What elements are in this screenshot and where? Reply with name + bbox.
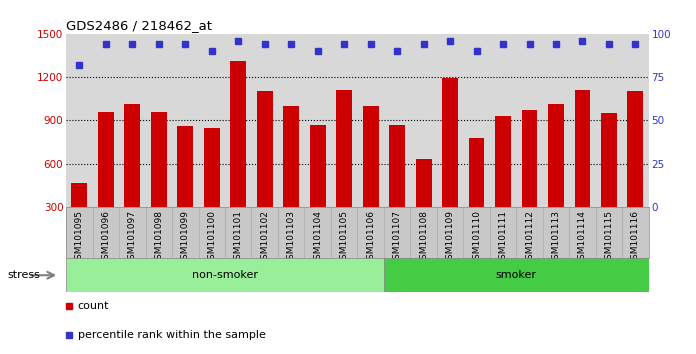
- Text: GSM101096: GSM101096: [102, 210, 111, 265]
- Bar: [416, 159, 432, 251]
- Text: non-smoker: non-smoker: [192, 270, 258, 280]
- Bar: [151, 112, 167, 251]
- Text: GSM101104: GSM101104: [313, 210, 322, 264]
- Text: GSM101102: GSM101102: [260, 210, 269, 264]
- Bar: [628, 91, 643, 251]
- Bar: [66, 258, 384, 292]
- Bar: [177, 126, 193, 251]
- Text: GSM101112: GSM101112: [525, 210, 534, 264]
- Bar: [521, 110, 537, 251]
- Bar: [574, 90, 590, 251]
- Bar: [257, 91, 273, 251]
- Bar: [204, 127, 220, 251]
- Text: GSM101115: GSM101115: [604, 210, 613, 265]
- Text: GSM101113: GSM101113: [551, 210, 560, 265]
- Text: GSM101103: GSM101103: [287, 210, 296, 265]
- Text: count: count: [78, 301, 109, 311]
- Bar: [363, 106, 379, 251]
- Text: GSM101107: GSM101107: [393, 210, 402, 265]
- Bar: [72, 183, 87, 251]
- Bar: [601, 113, 617, 251]
- Bar: [442, 79, 458, 251]
- Text: GSM101114: GSM101114: [578, 210, 587, 264]
- Text: GSM101108: GSM101108: [419, 210, 428, 265]
- Text: smoker: smoker: [496, 270, 537, 280]
- Text: GSM101097: GSM101097: [128, 210, 137, 265]
- Text: GSM101106: GSM101106: [366, 210, 375, 265]
- Bar: [495, 116, 511, 251]
- Bar: [468, 138, 484, 251]
- Bar: [389, 125, 405, 251]
- Text: GSM101095: GSM101095: [75, 210, 84, 265]
- Text: GSM101109: GSM101109: [445, 210, 454, 265]
- Text: GDS2486 / 218462_at: GDS2486 / 218462_at: [66, 19, 212, 33]
- Text: GSM101101: GSM101101: [234, 210, 243, 265]
- Bar: [230, 61, 246, 251]
- Text: GSM101099: GSM101099: [181, 210, 190, 265]
- Text: GSM101116: GSM101116: [631, 210, 640, 265]
- Text: GSM101098: GSM101098: [155, 210, 164, 265]
- Bar: [384, 258, 649, 292]
- Text: GSM101110: GSM101110: [472, 210, 481, 265]
- Bar: [548, 104, 564, 251]
- Bar: [98, 112, 113, 251]
- Bar: [283, 106, 299, 251]
- Bar: [125, 104, 141, 251]
- Text: stress: stress: [7, 270, 40, 280]
- Text: GSM101111: GSM101111: [498, 210, 507, 265]
- Text: GSM101105: GSM101105: [340, 210, 349, 265]
- Bar: [310, 125, 326, 251]
- Text: percentile rank within the sample: percentile rank within the sample: [78, 330, 266, 340]
- Bar: [336, 90, 352, 251]
- Text: GSM101100: GSM101100: [207, 210, 216, 265]
